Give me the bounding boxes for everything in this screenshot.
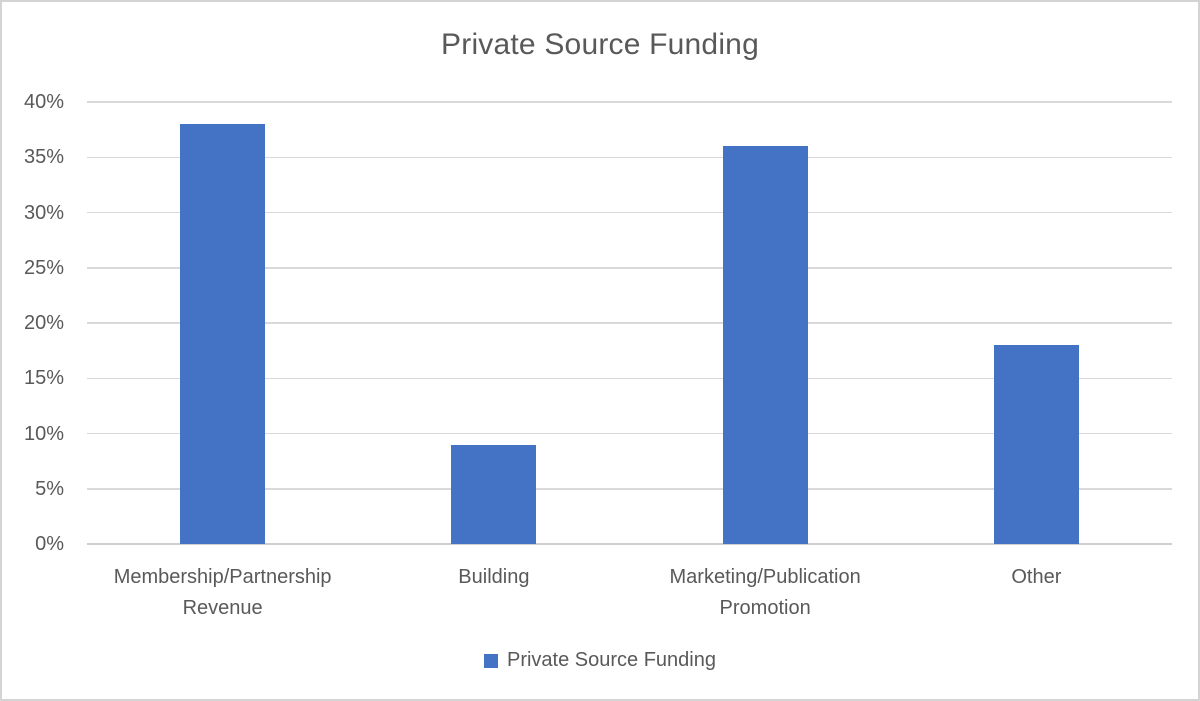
x-axis-category-label: Building <box>458 566 530 588</box>
bar-marketing-publication-promotion <box>722 146 808 544</box>
y-axis-tick-label: 30% <box>23 201 64 224</box>
y-axis-tick-label: 25% <box>23 256 64 279</box>
legend-swatch <box>483 653 498 668</box>
y-axis-tick-label: 40% <box>23 91 64 113</box>
y-axis-tick-label: 20% <box>23 312 64 334</box>
y-axis-tick-label: 5% <box>35 477 64 500</box>
y-axis-tick-label: 15% <box>23 367 64 390</box>
legend: Private Source Funding <box>2 649 1198 672</box>
gridline <box>87 156 1172 158</box>
chart-title: Private Source Funding <box>441 28 759 61</box>
bar-membership-partnership-revenue <box>180 124 266 544</box>
bar-building <box>451 444 537 544</box>
gridline <box>87 211 1172 214</box>
x-axis-line <box>87 543 1172 545</box>
gridline <box>87 432 1172 435</box>
legend-label: Private Source Funding <box>506 649 716 671</box>
gridline <box>87 267 1172 269</box>
x-axis-category-label: Membership/Partnership Revenue <box>113 566 332 619</box>
gridline <box>87 322 1172 324</box>
y-axis-tick-label: 0% <box>35 533 64 555</box>
bar-other <box>993 345 1079 544</box>
x-axis-category-label: Marketing/Publication Promotion <box>669 566 861 619</box>
y-axis-tick-label: 10% <box>23 422 64 445</box>
gridline <box>87 377 1172 379</box>
y-axis-tick-label: 35% <box>23 146 64 169</box>
x-axis-category-label: Other <box>1011 566 1062 588</box>
gridline <box>87 101 1172 103</box>
gridline <box>87 488 1172 490</box>
